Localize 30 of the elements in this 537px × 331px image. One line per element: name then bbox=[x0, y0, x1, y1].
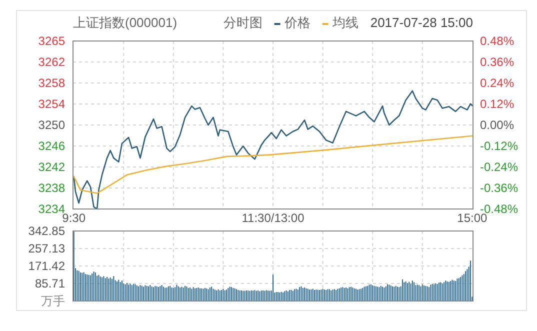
y-tick-label: 257.13 bbox=[28, 242, 66, 256]
chart-subtitle: 分时图 bbox=[223, 15, 262, 30]
x-tick-label: 9:30 bbox=[62, 211, 86, 225]
x-tick-label: 11:30/13:00 bbox=[242, 211, 305, 225]
y-tick-label: 3246 bbox=[38, 139, 66, 153]
chart-title: 上证指数(000001) bbox=[73, 15, 178, 30]
y-tick-label: 342.85 bbox=[28, 224, 66, 238]
y-tick-label: 3250 bbox=[38, 118, 66, 132]
y-tick-label: 85.71 bbox=[34, 276, 66, 290]
y-axis-title: 万手 bbox=[41, 294, 65, 308]
legend-label: 均线 bbox=[331, 15, 358, 30]
legend-label: 价格 bbox=[283, 15, 310, 30]
y-tick-label: 3238 bbox=[38, 181, 66, 195]
y-tick-label: 3262 bbox=[38, 55, 66, 69]
y-tick-label: 3258 bbox=[38, 76, 66, 90]
y-tick-label: 3254 bbox=[38, 97, 66, 111]
y-tick-label: 3242 bbox=[38, 160, 66, 174]
y2-tick-label: -0.12% bbox=[480, 139, 518, 153]
y2-tick-label: 0.12% bbox=[480, 97, 514, 111]
text: 2017-07-28 15:00 bbox=[370, 15, 473, 30]
line-series bbox=[73, 135, 473, 194]
y2-tick-label: 0.48% bbox=[480, 34, 514, 48]
y2-tick-label: 0.36% bbox=[480, 55, 514, 69]
y-tick-label: 3265 bbox=[38, 34, 66, 48]
y-tick-label: 171.42 bbox=[28, 259, 66, 273]
y2-tick-label: 0.24% bbox=[480, 76, 514, 90]
y2-tick-label: -0.36% bbox=[480, 181, 518, 195]
y2-tick-label: 0.00% bbox=[480, 118, 514, 132]
line-series bbox=[73, 90, 473, 210]
y2-tick-label: -0.24% bbox=[480, 160, 518, 174]
